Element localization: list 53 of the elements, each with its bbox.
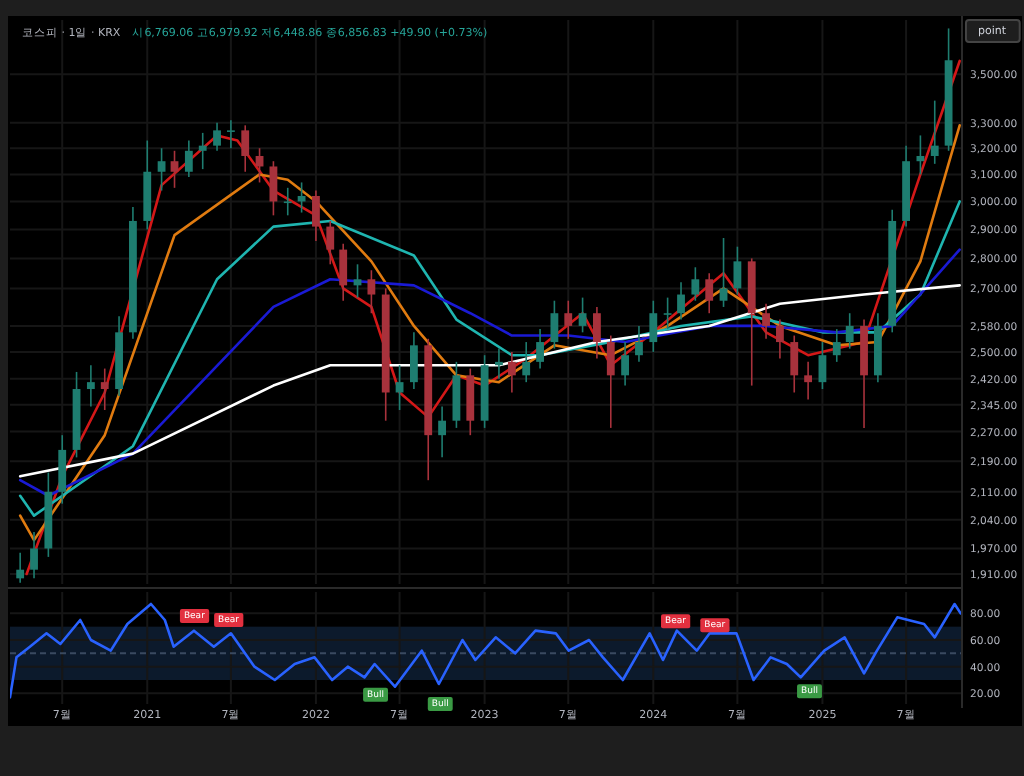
candlestick bbox=[818, 341, 827, 390]
candlestick bbox=[157, 147, 166, 192]
line-series bbox=[18, 124, 961, 542]
candlestick bbox=[790, 334, 799, 394]
candlestick bbox=[100, 367, 109, 411]
candlestick bbox=[522, 341, 531, 383]
candlestick bbox=[930, 99, 939, 165]
candlestick bbox=[495, 347, 503, 380]
candlestick bbox=[804, 361, 813, 401]
candlestick bbox=[677, 281, 685, 321]
line-series bbox=[10, 602, 962, 699]
candlestick bbox=[578, 296, 587, 334]
candlestick bbox=[719, 237, 728, 308]
line-series bbox=[18, 248, 961, 498]
candlestick bbox=[30, 531, 38, 580]
candlestick bbox=[606, 334, 615, 429]
candlestick bbox=[621, 341, 630, 387]
candlestick bbox=[452, 361, 461, 429]
candlestick bbox=[410, 331, 418, 390]
candlestick bbox=[339, 242, 348, 302]
candlestick bbox=[184, 139, 193, 178]
candlestick bbox=[705, 272, 714, 315]
candlestick bbox=[241, 124, 250, 173]
candlestick bbox=[326, 220, 335, 266]
candlestick bbox=[226, 119, 235, 150]
candlestick bbox=[845, 312, 854, 350]
candlestick bbox=[16, 551, 25, 584]
candlestick bbox=[213, 122, 221, 152]
candlestick bbox=[663, 296, 672, 330]
candlestick bbox=[593, 306, 601, 360]
candlestick bbox=[198, 132, 207, 170]
candlestick bbox=[550, 299, 559, 350]
candlestick bbox=[170, 150, 179, 189]
candlestick bbox=[635, 325, 643, 363]
candlestick bbox=[297, 181, 306, 214]
candlestick bbox=[649, 299, 658, 353]
candlestick bbox=[762, 303, 770, 340]
candlestick bbox=[367, 269, 376, 315]
candlestick bbox=[466, 367, 475, 436]
candlestick bbox=[312, 189, 320, 242]
candlestick bbox=[691, 266, 700, 302]
candlestick bbox=[438, 405, 446, 459]
candlestick bbox=[832, 328, 841, 363]
candlestick bbox=[536, 328, 544, 370]
candlestick bbox=[507, 351, 516, 394]
candlestick bbox=[776, 318, 784, 360]
line-series bbox=[18, 200, 961, 517]
line-series bbox=[18, 284, 961, 478]
candlestick bbox=[283, 187, 292, 217]
candlestick bbox=[733, 245, 742, 296]
candlestick bbox=[58, 434, 67, 505]
candlestick bbox=[564, 299, 573, 340]
candlestick bbox=[86, 364, 95, 408]
